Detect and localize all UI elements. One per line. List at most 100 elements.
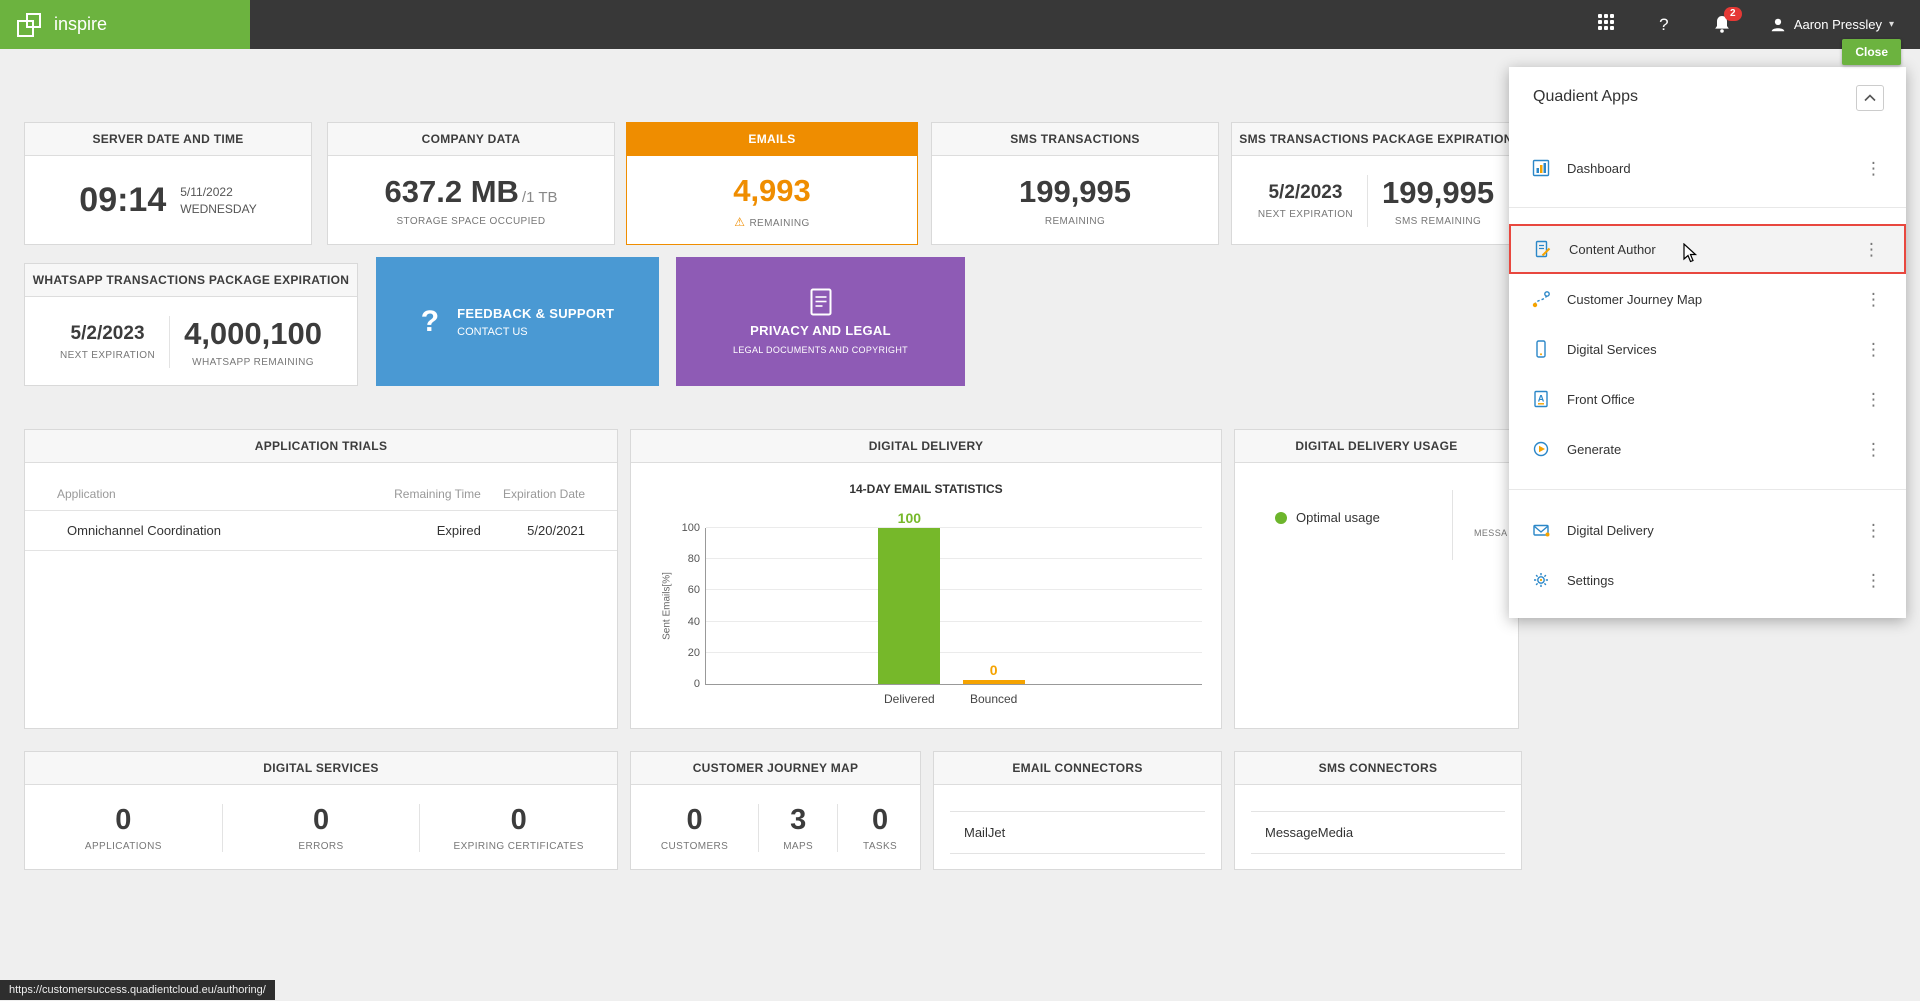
kebab-menu-icon[interactable]: ⋮ [1865,439,1882,459]
apps-grid-icon[interactable] [1595,13,1617,36]
app-item-digital-services[interactable]: Digital Services ⋮ [1509,324,1906,374]
card-title: DIGITAL DELIVERY USAGE [1235,430,1518,463]
divider [1367,174,1369,227]
bar-chart: 0 20 40 60 80 100 100 Delivered 0 Bounced [682,510,1202,706]
digital-services-icon [1536,340,1546,358]
trials-table: Application Remaining Time Expiration Da… [25,477,617,551]
sms-package-remaining: 199,995 [1382,174,1495,210]
card-title: COMPANY DATA [328,123,614,156]
digital-delivery-usage-card: DIGITAL DELIVERY USAGE Optimal usage MES… [1234,429,1519,729]
generate-icon [1533,441,1549,457]
sms-package-remaining-label: SMS REMAINING [1394,215,1482,227]
column-header: Application [25,477,321,511]
app-item-dashboard[interactable]: Dashboard ⋮ [1509,143,1906,193]
digital-delivery-card: DIGITAL DELIVERY 14-DAY EMAIL STATISTICS… [630,429,1222,729]
connector-list-item[interactable]: MessageMedia [1251,811,1505,854]
document-icon [810,288,831,316]
help-icon[interactable]: ? [1659,14,1669,34]
sms-package-expiration-card: SMS TRANSACTIONS PACKAGE EXPIRATION 5/2/… [1231,122,1521,245]
quadient-logo-icon [17,12,41,37]
feedback-subtitle: CONTACT US [457,325,528,338]
user-menu[interactable]: Aaron Pressley ▾ [1769,16,1894,34]
divider [1509,489,1906,490]
server-time: 09:14 [79,181,167,219]
app-item-generate[interactable]: Generate ⋮ [1509,424,1906,474]
server-date: 5/11/2022 WEDNESDAY [180,184,257,216]
whatsapp-package-expiration-card: WHATSAPP TRANSACTIONS PACKAGE EXPIRATION… [24,263,358,386]
panel-title: Quadient Apps [1533,88,1638,105]
question-mark-icon: ? [420,304,440,338]
mouse-cursor [1683,242,1698,268]
card-title: EMAILS [627,123,917,156]
app-item-content-author[interactable]: Content Author ⋮ [1509,224,1906,274]
user-name: Aaron Pressley [1793,17,1882,32]
front-office-icon: A [1534,390,1548,408]
digital-services-card: DIGITAL SERVICES 0 APPLICATIONS 0 ERRORS… [24,751,618,870]
table-row[interactable]: Omnichannel Coordination Expired 5/20/20… [25,510,617,551]
app-item-settings[interactable]: Settings ⋮ [1509,555,1906,605]
kebab-menu-icon[interactable]: ⋮ [1863,239,1880,259]
storage-value: 637.2 MB [384,174,519,209]
inspire-logo[interactable]: inspire [0,0,250,49]
connector-list-item[interactable]: MailJet [950,811,1205,854]
notification-count-badge: 2 [1723,6,1742,21]
app-item-digital-delivery[interactable]: Digital Delivery ⋮ [1509,505,1906,555]
card-title: WHATSAPP TRANSACTIONS PACKAGE EXPIRATION [25,264,357,297]
card-title: APPLICATION TRIALS [25,430,617,463]
trial-application: Omnichannel Coordination [25,510,321,551]
topbar-actions: ? 2 Aaron Pressley ▾ [1595,6,1920,36]
sms-transactions-card: SMS TRANSACTIONS 199,995 REMAINING [931,122,1219,245]
emails-remaining-label: ⚠ REMAINING [734,214,810,229]
kebab-menu-icon[interactable]: ⋮ [1865,520,1882,540]
kebab-menu-icon[interactable]: ⋮ [1865,570,1882,590]
chevron-up-icon [1864,94,1876,102]
feedback-support-card[interactable]: ? FEEDBACK & SUPPORT CONTACT US [376,257,659,386]
card-title: CUSTOMER JOURNEY MAP [631,752,920,785]
card-title: SERVER DATE AND TIME [25,123,311,156]
top-bar: inspire ? 2 Aaron Pressley ▾ [0,0,1920,49]
column-header: Expiration Date [480,477,617,511]
privacy-legal-card[interactable]: PRIVACY AND LEGAL LEGAL DOCUMENTS AND CO… [676,257,965,386]
dashboard-icon [1532,159,1550,177]
storage-label: STORAGE SPACE OCCUPIED [396,216,546,227]
customer-journey-map-icon [1532,291,1550,308]
status-dot-icon [1275,511,1287,524]
divider [1509,207,1906,208]
status-bar-url: https://customersuccess.quadientcloud.eu… [0,980,275,1000]
app-item-customer-journey-map[interactable]: Customer Journey Map ⋮ [1509,274,1906,324]
whatsapp-date: 5/2/2023 [70,322,145,344]
trial-expiration: 5/20/2021 [480,510,617,551]
stat-applications: 0 APPLICATIONS [25,803,223,852]
warning-icon: ⚠ [734,214,746,229]
sms-remaining-label: REMAINING [1044,216,1106,227]
quadient-apps-panel: Quadient Apps Dashboard ⋮ Content Author… [1509,67,1906,618]
emails-card[interactable]: EMAILS 4,993 ⚠ REMAINING [626,122,918,245]
email-connectors-card: EMAIL CONNECTORS MailJet [933,751,1222,870]
app-item-front-office[interactable]: A Front Office ⋮ [1509,374,1906,424]
card-title: SMS TRANSACTIONS PACKAGE EXPIRATION [1232,123,1520,156]
card-title: SMS TRANSACTIONS [932,123,1218,156]
stat-expiring-certificates: 0 EXPIRING CERTIFICATES [453,803,584,852]
close-button[interactable]: Close [1842,39,1901,65]
column-header: Remaining Time [321,477,481,511]
kebab-menu-icon[interactable]: ⋮ [1865,339,1882,359]
divider [1452,490,1453,560]
whatsapp-date-label: NEXT EXPIRATION [59,349,156,361]
kebab-menu-icon[interactable]: ⋮ [1865,158,1882,178]
notifications-bell-icon[interactable]: 2 [1711,6,1742,36]
chevron-down-icon: ▾ [1888,19,1894,30]
brand-name: inspire [54,14,108,34]
usage-status: Optimal usage [1275,510,1380,525]
svg-text:A: A [1538,394,1545,404]
kebab-menu-icon[interactable]: ⋮ [1865,289,1882,309]
stat-maps: 3 MAPS [759,803,839,852]
divider [169,315,171,368]
server-date-time-card: SERVER DATE AND TIME 09:14 5/11/2022 WED… [24,122,312,245]
whatsapp-remaining-label: WHATSAPP REMAINING [192,356,314,368]
kebab-menu-icon[interactable]: ⋮ [1865,389,1882,409]
card-title: DIGITAL SERVICES [25,752,617,785]
application-trials-card: APPLICATION TRIALS Application Remaining… [24,429,618,729]
collapse-panel-button[interactable] [1856,85,1884,111]
privacy-title: PRIVACY AND LEGAL [750,323,891,338]
customer-journey-map-card: CUSTOMER JOURNEY MAP 0 CUSTOMERS 3 MAPS … [630,751,921,870]
